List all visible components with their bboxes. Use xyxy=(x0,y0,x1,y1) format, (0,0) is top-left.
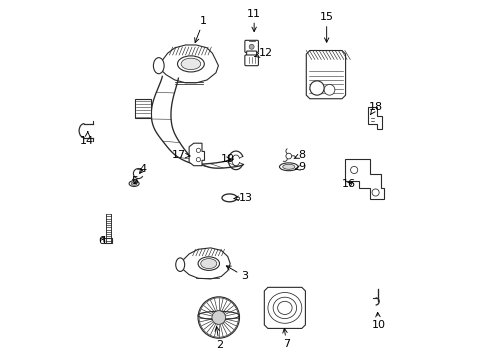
Ellipse shape xyxy=(131,182,137,185)
Text: 3: 3 xyxy=(226,266,247,282)
Text: 10: 10 xyxy=(371,312,385,330)
Circle shape xyxy=(198,297,239,338)
Ellipse shape xyxy=(181,58,201,69)
Circle shape xyxy=(285,153,291,159)
Polygon shape xyxy=(264,287,305,328)
Text: 1: 1 xyxy=(194,16,206,42)
Text: 8: 8 xyxy=(293,150,305,160)
Polygon shape xyxy=(344,159,383,199)
Circle shape xyxy=(371,189,378,196)
Text: 4: 4 xyxy=(139,164,146,174)
Text: 11: 11 xyxy=(246,9,261,32)
Text: 19: 19 xyxy=(220,154,234,164)
Polygon shape xyxy=(305,50,345,99)
Polygon shape xyxy=(103,238,112,243)
Polygon shape xyxy=(159,45,218,83)
Text: 14: 14 xyxy=(80,131,94,146)
Circle shape xyxy=(196,148,200,153)
Polygon shape xyxy=(235,197,239,199)
Ellipse shape xyxy=(198,311,239,320)
FancyBboxPatch shape xyxy=(244,40,258,53)
Ellipse shape xyxy=(201,258,216,269)
Text: 12: 12 xyxy=(254,48,272,58)
Ellipse shape xyxy=(282,164,294,169)
Text: 6: 6 xyxy=(98,236,105,246)
Text: 13: 13 xyxy=(233,193,252,203)
Text: 16: 16 xyxy=(342,179,355,189)
Circle shape xyxy=(248,44,254,49)
Ellipse shape xyxy=(177,56,204,72)
Ellipse shape xyxy=(153,58,164,74)
Ellipse shape xyxy=(175,258,184,271)
Circle shape xyxy=(324,85,334,95)
Text: 2: 2 xyxy=(215,327,223,350)
FancyBboxPatch shape xyxy=(246,51,256,58)
FancyBboxPatch shape xyxy=(244,55,258,66)
Polygon shape xyxy=(189,143,204,166)
Circle shape xyxy=(211,311,225,324)
Polygon shape xyxy=(134,99,150,118)
Text: 18: 18 xyxy=(368,102,382,114)
Text: 5: 5 xyxy=(131,176,138,186)
Circle shape xyxy=(196,157,200,162)
Circle shape xyxy=(309,81,324,95)
Ellipse shape xyxy=(129,181,139,186)
Text: 7: 7 xyxy=(282,328,289,349)
Polygon shape xyxy=(367,108,381,129)
Ellipse shape xyxy=(222,194,237,202)
Ellipse shape xyxy=(198,257,219,270)
Ellipse shape xyxy=(279,163,298,171)
Circle shape xyxy=(350,166,357,174)
Text: 17: 17 xyxy=(171,150,190,160)
Polygon shape xyxy=(180,248,230,279)
Text: 9: 9 xyxy=(295,162,305,172)
Text: 15: 15 xyxy=(319,13,333,42)
